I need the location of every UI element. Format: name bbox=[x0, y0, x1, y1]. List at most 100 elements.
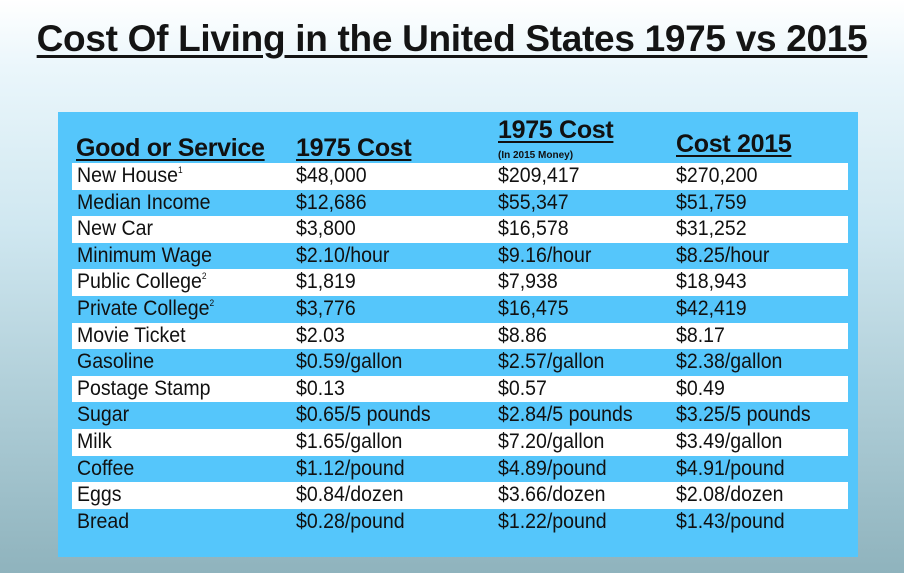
cell-cost-2015-text: $3.49/gallon bbox=[676, 430, 783, 453]
cell-1975-cost-adjusted: $209,417 bbox=[498, 163, 579, 189]
cell-1975-cost-adjusted-text: $4.89/pound bbox=[498, 456, 607, 480]
cell-cost-2015: $3.49/gallon bbox=[676, 429, 782, 455]
cell-good-text: Median Income bbox=[77, 190, 211, 214]
cell-cost-2015: $18,943 bbox=[676, 269, 747, 295]
cell-good-text: Sugar bbox=[77, 403, 130, 427]
cell-cost-2015: $51,759 bbox=[676, 190, 747, 216]
cell-good-text: Postage Stamp bbox=[77, 376, 211, 400]
cell-1975-cost-text: $0.28/pound bbox=[296, 509, 405, 533]
cell-good-text: Minimum Wage bbox=[77, 243, 212, 267]
cell-cost-2015: $1.43/pound bbox=[676, 509, 785, 535]
cell-1975-cost-adjusted-text: $9.16/hour bbox=[498, 243, 592, 267]
cell-cost-2015-text: $1.43/pound bbox=[676, 509, 785, 533]
page-title: Cost Of Living in the United States 1975… bbox=[36, 18, 868, 59]
cell-good-text: Gasoline bbox=[77, 350, 155, 374]
cell-cost-2015: $3.25/5 pounds bbox=[676, 402, 811, 428]
cell-1975-cost-text: $0.84/dozen bbox=[296, 483, 404, 507]
cell-1975-cost-adjusted-text: $2.84/5 pounds bbox=[498, 403, 633, 427]
cell-good: Movie Ticket bbox=[77, 323, 186, 349]
cell-1975-cost-adjusted-text: $55,347 bbox=[498, 190, 569, 214]
table-row: Movie Ticket $2.03 $8.86 $8.17 bbox=[72, 322, 848, 350]
cell-1975-cost-text: $3,800 bbox=[296, 217, 356, 241]
cell-good-text: Eggs bbox=[77, 483, 122, 507]
cell-1975-cost-adjusted: $4.89/pound bbox=[498, 456, 607, 482]
cell-good-text: New Car bbox=[77, 217, 153, 241]
cell-1975-cost-adjusted-text: $0.57 bbox=[498, 376, 547, 400]
cell-1975-cost: $48,000 bbox=[296, 163, 367, 189]
cell-1975-cost-text: $0.59/gallon bbox=[296, 350, 403, 374]
cell-good-text: Milk bbox=[77, 430, 112, 453]
table-row: Median Income $12,686 $55,347 $51,759 bbox=[72, 190, 848, 217]
cell-1975-cost-adjusted-text: $16,475 bbox=[498, 297, 569, 320]
cell-cost-2015: $31,252 bbox=[676, 216, 747, 242]
cell-1975-cost-adjusted: $0.57 bbox=[498, 376, 547, 402]
table-row: Bread $0.28/pound $1.22/pound $1.43/pound bbox=[72, 509, 848, 536]
cell-cost-2015: $270,200 bbox=[676, 163, 757, 189]
cell-1975-cost-adjusted-text: $2.57/gallon bbox=[498, 350, 605, 374]
cell-cost-2015-text: $18,943 bbox=[676, 270, 747, 294]
cell-cost-2015-text: $8.17 bbox=[676, 323, 725, 347]
cell-good: New House1 bbox=[77, 163, 183, 189]
cell-1975-cost-adjusted: $1.22/pound bbox=[498, 509, 607, 535]
cell-1975-cost-adjusted: $2.84/5 pounds bbox=[498, 402, 633, 428]
cell-good: Milk bbox=[77, 429, 112, 455]
cell-cost-2015-text: $2.08/dozen bbox=[676, 483, 784, 507]
cell-1975-cost-adjusted: $9.16/hour bbox=[498, 243, 591, 269]
footnote-marker: 2 bbox=[201, 271, 207, 282]
cell-good: Median Income bbox=[77, 190, 211, 216]
cell-good: Eggs bbox=[77, 482, 122, 508]
cell-cost-2015-text: $8.25/hour bbox=[676, 243, 770, 267]
table-row: Minimum Wage $2.10/hour $9.16/hour $8.25/ho… bbox=[72, 243, 848, 270]
cell-1975-cost-adjusted-text: $209,417 bbox=[498, 164, 580, 187]
cell-good: New Car bbox=[77, 216, 153, 242]
table-row: Coffee $1.12/pound $4.89/pound $4.91/pound bbox=[72, 456, 848, 483]
cell-1975-cost: $0.13 bbox=[296, 376, 345, 402]
cell-good-text: Bread bbox=[77, 509, 130, 533]
cell-1975-cost-adjusted: $8.86 bbox=[498, 323, 547, 349]
cell-1975-cost-adjusted: $16,578 bbox=[498, 216, 569, 242]
cell-1975-cost-text: $2.10/hour bbox=[296, 243, 390, 267]
header-1975-cost: 1975 Cost bbox=[296, 134, 412, 162]
cell-1975-cost-adjusted: $55,347 bbox=[498, 190, 569, 216]
header-good: Good or Service bbox=[76, 134, 265, 162]
header-1975-cost-adjusted: 1975 Cost bbox=[498, 116, 614, 144]
cell-1975-cost: $3,776 bbox=[296, 296, 356, 322]
cell-cost-2015-text: $2.38/gallon bbox=[676, 350, 783, 374]
table-row: Public College2 $1,819 $7,938 $18,943 bbox=[72, 269, 848, 296]
cell-cost-2015-text: $0.49 bbox=[676, 376, 725, 400]
cell-1975-cost: $1.12/pound bbox=[296, 456, 405, 482]
table-row: Private College2 $3,776 $16,475 $42,419 bbox=[72, 296, 848, 323]
cell-cost-2015: $4.91/pound bbox=[676, 456, 785, 482]
cell-1975-cost-adjusted: $3.66/dozen bbox=[498, 482, 606, 508]
cell-cost-2015-text: $51,759 bbox=[676, 190, 747, 214]
cell-cost-2015-text: $270,200 bbox=[676, 164, 758, 187]
cell-1975-cost-adjusted: $7,938 bbox=[498, 269, 558, 295]
cell-cost-2015: $8.25/hour bbox=[676, 243, 769, 269]
cell-1975-cost-text: $12,686 bbox=[296, 190, 367, 214]
cell-cost-2015: $8.17 bbox=[676, 323, 725, 349]
cell-good-text: New House bbox=[77, 164, 178, 187]
cell-1975-cost: $2.10/hour bbox=[296, 243, 389, 269]
cell-1975-cost-adjusted-text: $1.22/pound bbox=[498, 509, 607, 533]
cell-1975-cost-adjusted-text: $7.20/gallon bbox=[498, 430, 605, 453]
cell-1975-cost-text: $0.65/5 pounds bbox=[296, 403, 431, 427]
cell-cost-2015-text: $3.25/5 pounds bbox=[676, 403, 811, 427]
cell-cost-2015: $2.08/dozen bbox=[676, 482, 784, 508]
cell-good: Public College2 bbox=[77, 269, 207, 295]
cell-cost-2015: $2.38/gallon bbox=[676, 349, 782, 375]
cell-1975-cost-text: $1.65/gallon bbox=[296, 430, 403, 453]
cell-1975-cost: $0.84/dozen bbox=[296, 482, 404, 508]
cell-good-text: Movie Ticket bbox=[77, 323, 186, 347]
cell-good: Coffee bbox=[77, 456, 134, 482]
cell-cost-2015-text: $4.91/pound bbox=[676, 456, 785, 480]
table-row: Sugar $0.65/5 pounds $2.84/5 pounds $3.25/5… bbox=[72, 402, 848, 429]
table-row: Postage Stamp $0.13 $0.57 $0.49 bbox=[72, 375, 848, 403]
cell-1975-cost-adjusted-text: $7,938 bbox=[498, 270, 558, 294]
cell-1975-cost-adjusted-text: $3.66/dozen bbox=[498, 483, 606, 507]
table-row: New House1 $48,000 $209,417 $270,200 bbox=[72, 163, 848, 190]
table-row: Gasoline $0.59/gallon $2.57/gallon $2.38/ga… bbox=[72, 349, 848, 376]
cell-1975-cost-adjusted: $2.57/gallon bbox=[498, 349, 604, 375]
cell-cost-2015: $42,419 bbox=[676, 296, 747, 322]
cell-1975-cost-adjusted-text: $16,578 bbox=[498, 217, 569, 241]
cell-1975-cost-text: $2.03 bbox=[296, 323, 345, 347]
